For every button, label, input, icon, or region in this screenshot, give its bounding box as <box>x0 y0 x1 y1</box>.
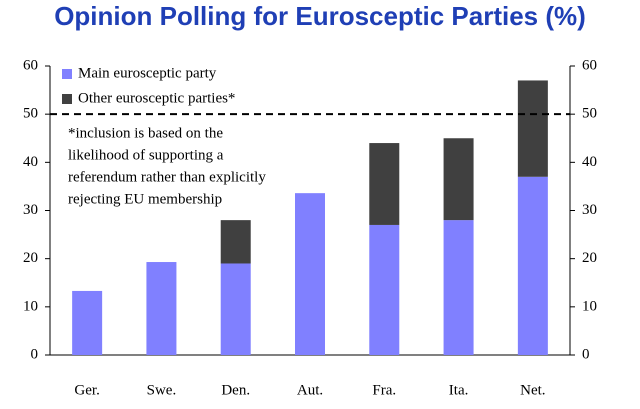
bar-segment <box>443 220 474 355</box>
chart-title: Opinion Polling for Eurosceptic Parties … <box>54 1 586 31</box>
x-tick-label: Ger. <box>74 382 99 398</box>
y-tick-label: 50 <box>23 106 38 122</box>
annotation: rejecting EU membership <box>68 191 222 207</box>
y2-tick-label: 10 <box>582 298 597 314</box>
y-tick-label: 20 <box>23 250 38 266</box>
x-tick-label: Ita. <box>449 382 469 398</box>
bar-segment <box>517 80 548 177</box>
bar-segment <box>517 176 548 355</box>
x-tick-label: Den. <box>221 382 250 398</box>
annotation: likelihood of supporting a <box>68 147 224 163</box>
bar-segment <box>220 263 251 355</box>
legend-label: Other eurosceptic parties* <box>78 90 235 106</box>
y2-tick-label: 20 <box>582 250 597 266</box>
y-tick-label: 10 <box>23 298 38 314</box>
y2-tick-label: 50 <box>582 106 597 122</box>
x-tick-label: Swe. <box>147 382 177 398</box>
y-tick-label: 0 <box>31 346 39 362</box>
y2-tick-label: 30 <box>582 202 597 218</box>
y-tick-label: 30 <box>23 202 38 218</box>
y-tick-label: 60 <box>23 57 38 73</box>
bar-segment <box>146 262 177 355</box>
bar-segment <box>220 220 251 264</box>
x-tick-label: Net. <box>520 382 545 398</box>
legend-swatch <box>62 94 72 104</box>
bar-segment <box>295 193 325 355</box>
y2-tick-label: 60 <box>582 57 597 73</box>
y-tick-label: 40 <box>23 154 38 170</box>
bar-segment <box>443 138 474 221</box>
annotation: *inclusion is based on the <box>68 125 223 141</box>
bar-segment <box>72 290 103 355</box>
annotation: referendum rather than explicitly <box>68 169 266 185</box>
x-tick-label: Fra. <box>372 382 396 398</box>
bar-segment <box>369 224 400 355</box>
legend-swatch <box>62 69 72 79</box>
legend-label: Main eurosceptic party <box>78 65 217 81</box>
x-tick-label: Aut. <box>297 382 323 398</box>
y2-tick-label: 40 <box>582 154 597 170</box>
y2-tick-label: 0 <box>582 346 590 362</box>
bar-segment <box>369 143 400 225</box>
